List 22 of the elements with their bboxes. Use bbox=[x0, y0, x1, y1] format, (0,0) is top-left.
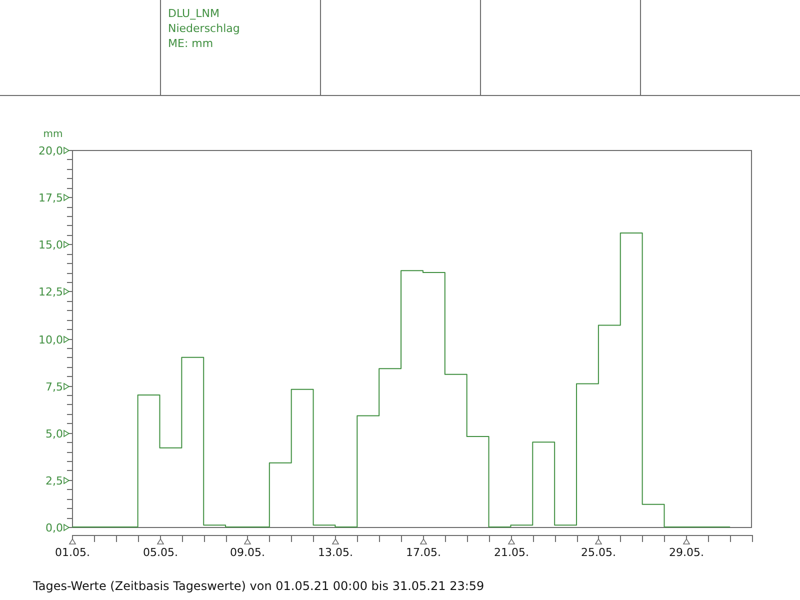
text: Tages-Werte (Zeitbasis Tageswerte) von 01.05.21 00:00 bis 31.05.21 23:59 bbox=[32, 579, 484, 593]
text: Niederschlag bbox=[168, 22, 240, 35]
x-tick-label: 01.05. bbox=[55, 546, 90, 559]
y-tick-label: 17,5 bbox=[38, 191, 63, 204]
y-tick-label: 0,0 bbox=[46, 521, 63, 534]
y-tick-label: 2,5 bbox=[46, 474, 63, 488]
x-tick-label: 13.05. bbox=[318, 546, 353, 559]
y-axis-title: mm bbox=[43, 129, 63, 140]
x-tick-label: 17.05. bbox=[406, 546, 441, 559]
y-tick-label: 12,5 bbox=[38, 285, 63, 298]
y-tick-label: 15,0 bbox=[38, 238, 63, 252]
y-tick-label: 7,5 bbox=[46, 380, 63, 394]
legend-title: DLU_LNM bbox=[168, 7, 220, 20]
x-tick-label: 05.05. bbox=[143, 546, 178, 559]
x-tick-label: 21.05. bbox=[494, 546, 529, 559]
y-tick-label: 10,0 bbox=[38, 333, 63, 346]
text: ME: mm bbox=[168, 37, 214, 50]
x-tick-label: 29.05. bbox=[669, 546, 704, 559]
x-tick-label: 09.05. bbox=[230, 546, 265, 559]
y-tick-label: 5,0 bbox=[46, 427, 63, 440]
y-tick-label: 20,0 bbox=[38, 144, 63, 158]
x-tick-label: 25.05. bbox=[581, 546, 616, 559]
